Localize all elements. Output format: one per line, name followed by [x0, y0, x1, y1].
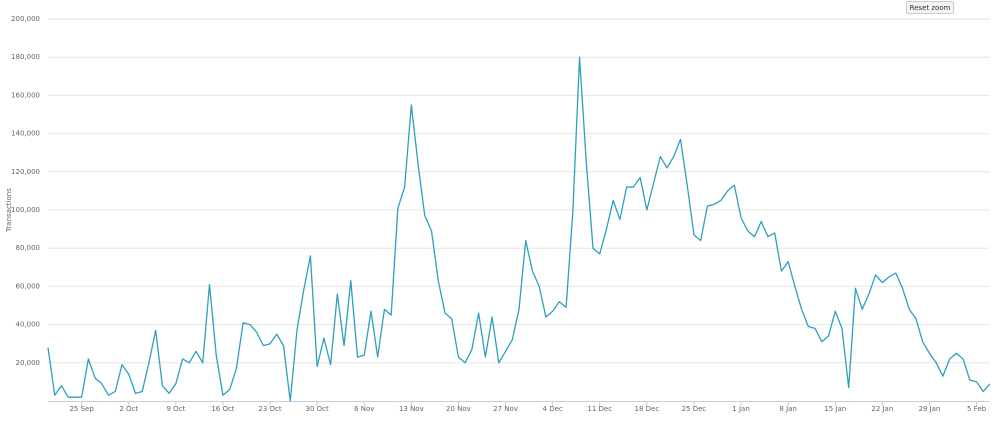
y-tick-label: 120,000 — [11, 168, 40, 176]
x-tick-label: 27 Nov — [493, 405, 518, 413]
x-tick-label: 25 Dec — [682, 405, 707, 413]
y-tick-label: 160,000 — [11, 91, 40, 99]
x-tick-label: 22 Jan — [871, 405, 893, 413]
x-tick-label: 20 Nov — [446, 405, 471, 413]
y-tick-label: 140,000 — [11, 130, 40, 138]
x-tick-label: 25 Sep — [69, 405, 94, 413]
x-tick-label: 5 Feb — [967, 405, 987, 413]
reset-zoom-button[interactable]: Reset zoom — [906, 1, 954, 14]
x-tick-label: 30 Oct — [306, 405, 329, 413]
y-tick-label: 80,000 — [16, 244, 41, 252]
y-tick-label: 100,000 — [11, 206, 40, 214]
x-tick-label: 18 Dec — [634, 405, 659, 413]
x-tick-label: 16 Oct — [211, 405, 234, 413]
x-tick-label: 6 Nov — [354, 405, 374, 413]
x-tick-label: 11 Dec — [587, 405, 612, 413]
x-tick-label: 29 Jan — [918, 405, 940, 413]
line — [47, 56, 991, 402]
y-tick-label: 180,000 — [11, 53, 40, 61]
x-tick-label: 4 Dec — [543, 405, 563, 413]
y-tick-label: 60,000 — [16, 282, 41, 290]
x-tick-label: 8 Jan — [779, 405, 796, 413]
x-tick-label: 15 Jan — [824, 405, 846, 413]
y-tick-label: 200,000 — [11, 15, 40, 23]
x-tick-label: 2 Oct — [119, 405, 138, 413]
x-tick-label: 9 Oct — [166, 405, 185, 413]
x-tick-label: 13 Nov — [399, 405, 424, 413]
y-tick-label: 20,000 — [16, 359, 41, 367]
y-axis-label: Transactions — [5, 188, 13, 233]
x-tick-label: 23 Oct — [258, 405, 281, 413]
x-tick-label: 1 Jan — [732, 405, 749, 413]
y-tick-label: 40,000 — [16, 321, 41, 329]
